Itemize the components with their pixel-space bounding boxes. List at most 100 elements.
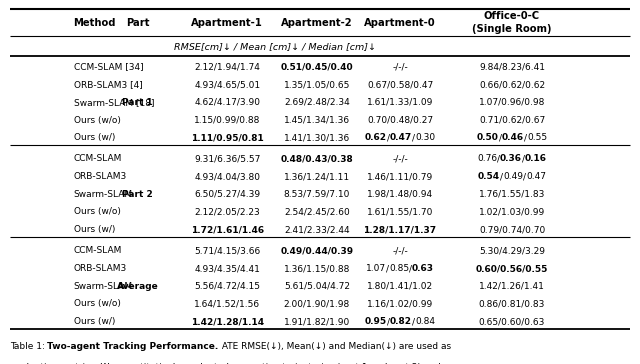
Text: 0.85: 0.85 bbox=[389, 264, 409, 273]
Text: 1.16/1.02/0.99: 1.16/1.02/0.99 bbox=[367, 299, 433, 308]
Text: 0.76: 0.76 bbox=[477, 154, 497, 163]
Text: Ours (w/o): Ours (w/o) bbox=[74, 115, 120, 124]
Text: 4.62/4.17/3.90: 4.62/4.17/3.90 bbox=[194, 98, 260, 107]
Text: -/-/-: -/-/- bbox=[392, 63, 408, 72]
Text: Swarm-SLAM: Swarm-SLAM bbox=[74, 282, 132, 291]
Text: 0.47: 0.47 bbox=[390, 133, 412, 142]
Text: 2.12/2.05/2.23: 2.12/2.05/2.23 bbox=[195, 207, 260, 217]
Text: 1.11/0.95/0.81: 1.11/0.95/0.81 bbox=[191, 133, 264, 142]
Text: 1.42/1.28/1.14: 1.42/1.28/1.14 bbox=[191, 317, 264, 326]
Text: 1.61/1.55/1.70: 1.61/1.55/1.70 bbox=[367, 207, 433, 217]
Text: 2.41/2.33/2.44: 2.41/2.33/2.44 bbox=[284, 225, 349, 234]
Text: 1.36/1.15/0.88: 1.36/1.15/0.88 bbox=[284, 264, 350, 273]
Text: 0.82: 0.82 bbox=[390, 317, 412, 326]
Text: 1.41/1.30/1.36: 1.41/1.30/1.36 bbox=[284, 133, 350, 142]
Text: 0.66/0.62/0.62: 0.66/0.62/0.62 bbox=[479, 80, 545, 89]
Text: -/-/-: -/-/- bbox=[392, 246, 408, 256]
Text: 6.50/5.27/4.39: 6.50/5.27/4.39 bbox=[194, 190, 260, 199]
Text: /: / bbox=[387, 317, 390, 326]
Text: 0.30: 0.30 bbox=[415, 133, 435, 142]
Text: Ours (w/): Ours (w/) bbox=[74, 133, 115, 142]
Text: /: / bbox=[523, 172, 526, 181]
Text: /: / bbox=[412, 317, 415, 326]
Text: 2.54/2.45/2.60: 2.54/2.45/2.60 bbox=[284, 207, 349, 217]
Text: Part: Part bbox=[126, 18, 149, 28]
Text: -/-/-: -/-/- bbox=[392, 154, 408, 163]
Text: ATE RMSE(↓), Mean(↓) and Median(↓) are used as: ATE RMSE(↓), Mean(↓) and Median(↓) are u… bbox=[219, 342, 451, 351]
Text: 1.80/1.41/1.02: 1.80/1.41/1.02 bbox=[367, 282, 433, 291]
Text: Apartment-1: Apartment-1 bbox=[191, 18, 263, 28]
Text: 0.67/0.58/0.47: 0.67/0.58/0.47 bbox=[367, 80, 433, 89]
Text: Office-0-C: Office-0-C bbox=[484, 11, 540, 21]
Text: 9.31/6.36/5.57: 9.31/6.36/5.57 bbox=[194, 154, 260, 163]
Text: Part 2: Part 2 bbox=[122, 190, 153, 199]
Text: 0.63: 0.63 bbox=[412, 264, 434, 273]
Text: 0.65/0.60/0.63: 0.65/0.60/0.63 bbox=[479, 317, 545, 326]
Text: 1.36/1.24/1.11: 1.36/1.24/1.11 bbox=[284, 172, 350, 181]
Text: /: / bbox=[499, 133, 502, 142]
Text: 0.51/0.45/0.40: 0.51/0.45/0.40 bbox=[280, 63, 353, 72]
Text: ORB-SLAM3: ORB-SLAM3 bbox=[74, 172, 127, 181]
Text: Ours (w/o): Ours (w/o) bbox=[74, 299, 120, 308]
Text: Part 1: Part 1 bbox=[122, 98, 153, 107]
Text: 5.56/4.72/4.15: 5.56/4.72/4.15 bbox=[194, 282, 260, 291]
Text: CCM-SLAM [34]: CCM-SLAM [34] bbox=[74, 63, 143, 72]
Text: 0.50: 0.50 bbox=[477, 133, 499, 142]
Text: 4.93/4.65/5.01: 4.93/4.65/5.01 bbox=[194, 80, 260, 89]
Text: 2.00/1.90/1.98: 2.00/1.90/1.98 bbox=[284, 299, 350, 308]
Text: 0.47: 0.47 bbox=[526, 172, 546, 181]
Text: 2.69/2.48/2.34: 2.69/2.48/2.34 bbox=[284, 98, 349, 107]
Text: 1.15/0.99/0.88: 1.15/0.99/0.88 bbox=[194, 115, 260, 124]
Text: Method: Method bbox=[74, 18, 116, 28]
Text: /: / bbox=[500, 172, 503, 181]
Text: 5.71/4.15/3.66: 5.71/4.15/3.66 bbox=[194, 246, 260, 256]
Text: 0.86/0.81/0.83: 0.86/0.81/0.83 bbox=[479, 299, 545, 308]
Text: /: / bbox=[524, 133, 527, 142]
Text: 1.72/1.61/1.46: 1.72/1.61/1.46 bbox=[191, 225, 264, 234]
Text: /: / bbox=[387, 133, 390, 142]
Text: /: / bbox=[409, 264, 412, 273]
Text: Ours (w/): Ours (w/) bbox=[74, 317, 115, 326]
Text: 0.62: 0.62 bbox=[365, 133, 387, 142]
Text: 0.46: 0.46 bbox=[502, 133, 524, 142]
Text: 2.12/1.94/1.74: 2.12/1.94/1.74 bbox=[195, 63, 260, 72]
Text: Ours (w/o): Ours (w/o) bbox=[74, 207, 120, 217]
Text: ORB-SLAM3: ORB-SLAM3 bbox=[74, 264, 127, 273]
Text: 0.54: 0.54 bbox=[478, 172, 500, 181]
Text: 0.49/0.44/0.39: 0.49/0.44/0.39 bbox=[280, 246, 353, 256]
Text: 1.61/1.33/1.09: 1.61/1.33/1.09 bbox=[367, 98, 433, 107]
Text: Apartment-0: Apartment-0 bbox=[364, 18, 436, 28]
Text: CCM-SLAM: CCM-SLAM bbox=[74, 154, 122, 163]
Text: 5.61/5.04/4.72: 5.61/5.04/4.72 bbox=[284, 282, 350, 291]
Text: /: / bbox=[522, 154, 525, 163]
Text: 1.28/1.17/1.37: 1.28/1.17/1.37 bbox=[364, 225, 436, 234]
Text: 0.70/0.48/0.27: 0.70/0.48/0.27 bbox=[367, 115, 433, 124]
Text: 4.93/4.04/3.80: 4.93/4.04/3.80 bbox=[194, 172, 260, 181]
Text: 1.98/1.48/0.94: 1.98/1.48/0.94 bbox=[367, 190, 433, 199]
Text: CCM-SLAM: CCM-SLAM bbox=[74, 246, 122, 256]
Text: Swarm-SLAM [18]: Swarm-SLAM [18] bbox=[74, 98, 154, 107]
Text: evaluation metrics. We quantitatively evaluated respective trajectories (part 1 : evaluation metrics. We quantitatively ev… bbox=[10, 363, 481, 364]
Text: Ours (w/): Ours (w/) bbox=[74, 225, 115, 234]
Text: 5.30/4.29/3.29: 5.30/4.29/3.29 bbox=[479, 246, 545, 256]
Text: 9.84/8.23/6.41: 9.84/8.23/6.41 bbox=[479, 63, 545, 72]
Text: 1.46/1.11/0.79: 1.46/1.11/0.79 bbox=[367, 172, 433, 181]
Text: /: / bbox=[497, 154, 500, 163]
Text: 1.91/1.82/1.90: 1.91/1.82/1.90 bbox=[284, 317, 350, 326]
Text: RMSE[cm]↓ / Mean [cm]↓ / Median [cm]↓: RMSE[cm]↓ / Mean [cm]↓ / Median [cm]↓ bbox=[174, 42, 376, 51]
Text: 0.71/0.62/0.67: 0.71/0.62/0.67 bbox=[479, 115, 545, 124]
Text: 0.95: 0.95 bbox=[365, 317, 387, 326]
Text: 8.53/7.59/7.10: 8.53/7.59/7.10 bbox=[284, 190, 350, 199]
Text: Two-agent Tracking Performance.: Two-agent Tracking Performance. bbox=[47, 342, 219, 351]
Text: 0.36: 0.36 bbox=[500, 154, 522, 163]
Text: 0.49: 0.49 bbox=[503, 172, 523, 181]
Text: 0.60/0.56/0.55: 0.60/0.56/0.55 bbox=[476, 264, 548, 273]
Text: 0.48/0.43/0.38: 0.48/0.43/0.38 bbox=[280, 154, 353, 163]
Text: /: / bbox=[412, 133, 415, 142]
Text: 1.07: 1.07 bbox=[366, 264, 386, 273]
Text: 1.42/1.26/1.41: 1.42/1.26/1.41 bbox=[479, 282, 545, 291]
Text: 0.79/0.74/0.70: 0.79/0.74/0.70 bbox=[479, 225, 545, 234]
Text: 0.55: 0.55 bbox=[527, 133, 547, 142]
Text: 4.93/4.35/4.41: 4.93/4.35/4.41 bbox=[195, 264, 260, 273]
Text: Table 1:: Table 1: bbox=[10, 342, 47, 351]
